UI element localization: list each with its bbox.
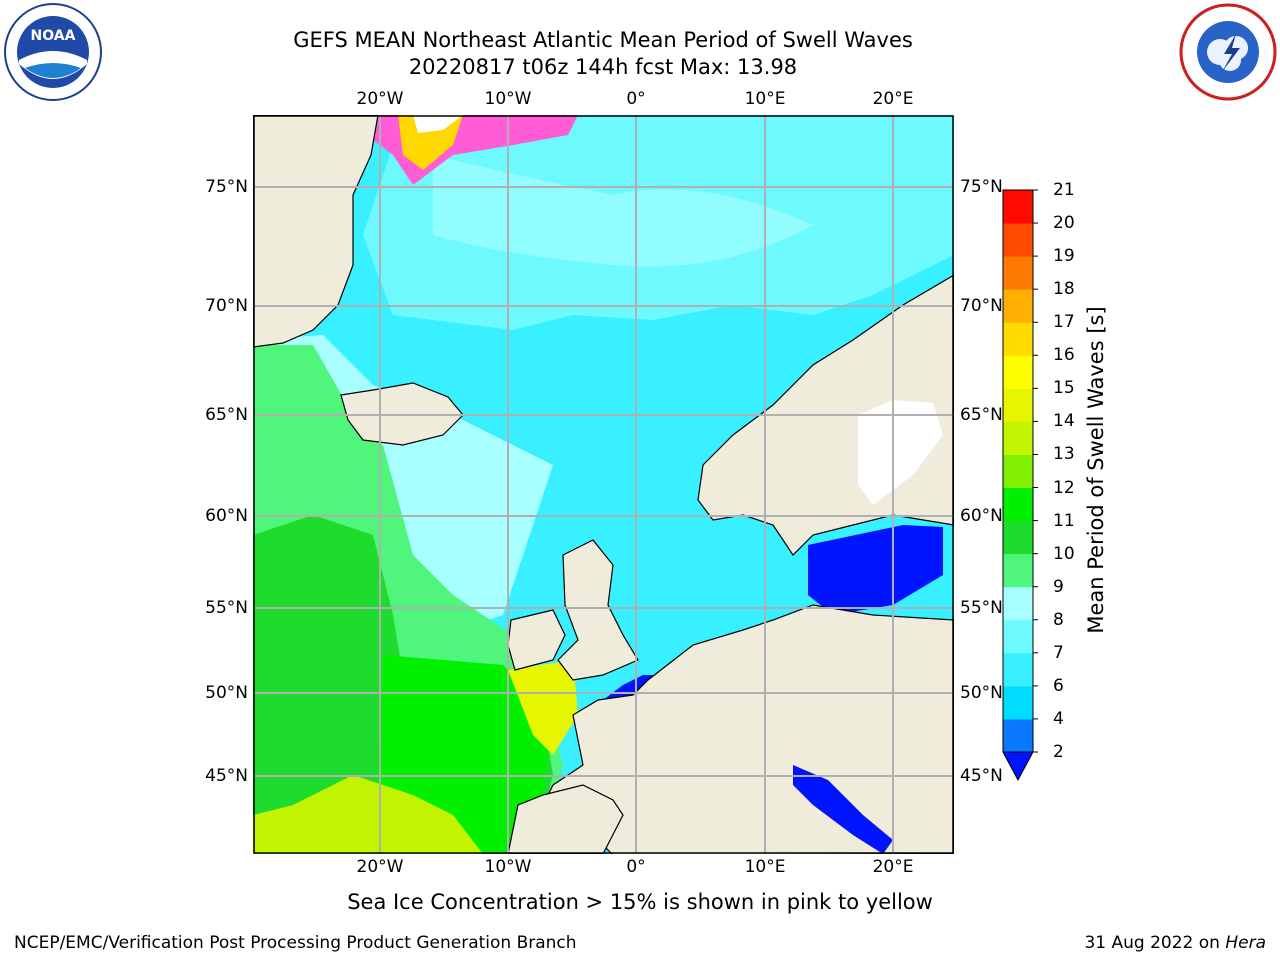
colorbar-tick-label: 17 — [1053, 312, 1075, 333]
colorbar-tick-label: 15 — [1053, 378, 1075, 399]
land-great-britain — [557, 539, 639, 681]
colorbar-segment — [1003, 388, 1033, 422]
field-sw-13s — [253, 775, 483, 854]
noaa-logo: NOAA — [3, 2, 103, 102]
colorbar — [1000, 188, 1040, 788]
lon-label-bottom: 10°W — [484, 857, 532, 877]
lat-label-right: 60°N — [960, 506, 1003, 526]
colorbar-segment — [1003, 586, 1033, 621]
lat-label-left: 50°N — [205, 683, 248, 703]
colorbar-segment — [1003, 619, 1033, 654]
colorbar-segment — [1003, 487, 1033, 522]
colorbar-segment — [1003, 553, 1033, 588]
swell-period-map — [252, 114, 955, 856]
colorbar-extend-min — [1002, 751, 1034, 782]
lat-label-left: 70°N — [205, 296, 248, 316]
map-frame — [253, 115, 954, 854]
lat-label-right: 50°N — [960, 683, 1003, 703]
colorbar-segment — [1003, 421, 1033, 455]
colorbar-tick-label: 11 — [1053, 510, 1075, 531]
lon-label-bottom: 20°E — [872, 857, 914, 877]
lon-label-top: 10°E — [744, 89, 786, 109]
field-north-9s — [433, 155, 813, 267]
field-adriatic-2s — [793, 765, 893, 854]
lon-label-top: 0° — [626, 89, 646, 109]
lat-label-right: 45°N — [960, 766, 1003, 786]
field-baltic-2s — [808, 525, 943, 615]
colorbar-segment — [1003, 652, 1033, 687]
colorbar-segment — [1003, 520, 1033, 555]
colorbar-tick-label: 19 — [1053, 246, 1075, 267]
map-subtitle: 20220817 t06z 144h fcst Max: 13.98 — [408, 55, 798, 79]
credit-right: 31 Aug 2022 on Hera — [1084, 933, 1266, 953]
graticule — [253, 115, 954, 854]
sea-ice-white — [413, 115, 463, 133]
credit-date: 31 Aug 2022 on — [1084, 933, 1226, 953]
colorbar-tick-label: 10 — [1053, 543, 1075, 564]
lat-label-right: 55°N — [960, 598, 1003, 618]
colorbar-segment — [1003, 454, 1033, 489]
lat-label-left: 55°N — [205, 598, 248, 618]
lat-label-right: 70°N — [960, 296, 1003, 316]
lat-label-left: 60°N — [205, 506, 248, 526]
sea-ice-yellow — [398, 115, 463, 170]
colorbar-segment — [1003, 685, 1033, 720]
colorbar-segment — [1003, 355, 1033, 389]
lat-label-right: 65°N — [960, 405, 1003, 425]
colorbar-tick-label: 18 — [1053, 279, 1075, 300]
colorbar-tick-label: 16 — [1053, 345, 1075, 366]
colorbar-tick-label: 6 — [1053, 675, 1064, 696]
lon-label-bottom: 10°E — [744, 857, 786, 877]
lon-label-bottom: 20°W — [356, 857, 404, 877]
colorbar-segment — [1003, 256, 1033, 290]
colorbar-segment — [1003, 322, 1033, 356]
noaa-logo-text: NOAA — [31, 28, 76, 44]
nws-logo — [1178, 2, 1278, 102]
lat-label-left: 65°N — [205, 405, 248, 425]
colorbar-tick-label: 21 — [1053, 180, 1075, 200]
land-iberia — [507, 784, 624, 855]
map-panel — [252, 114, 955, 856]
colorbar-tick-label: 14 — [1053, 411, 1075, 432]
colorbar-tick-label: 12 — [1053, 477, 1075, 498]
colorbar-tick-label: 2 — [1053, 742, 1064, 762]
colorbar-tick-label: 8 — [1053, 609, 1064, 630]
land-finland-missing — [858, 400, 943, 505]
land-continental-europe — [542, 604, 955, 856]
credit-left: NCEP/EMC/Verification Post Processing Pr… — [14, 933, 577, 953]
lon-label-top: 20°E — [872, 89, 914, 109]
colorbar-segment — [1003, 223, 1033, 257]
lon-label-top: 10°W — [484, 89, 532, 109]
colorbar-tick-label: 13 — [1053, 444, 1075, 465]
sea-ice-note: Sea Ice Concentration > 15% is shown in … — [347, 890, 933, 914]
lat-label-right: 75°N — [960, 177, 1003, 197]
colorbar-title: Mean Period of Swell Waves [s] — [1084, 306, 1108, 634]
colorbar-svg — [1002, 189, 1038, 782]
field-channel-14s — [508, 660, 578, 755]
colorbar-tick-label: 20 — [1053, 213, 1075, 234]
lon-label-bottom: 0° — [626, 857, 646, 877]
colorbar-frame — [1002, 189, 1034, 753]
colorbar-segment — [1003, 718, 1033, 753]
colorbar-tick-label: 4 — [1053, 708, 1064, 729]
lon-label-top: 20°W — [356, 89, 404, 109]
land-greenland — [252, 114, 379, 348]
credit-machine: Hera — [1225, 933, 1266, 953]
colorbar-segment — [1003, 190, 1033, 224]
colorbar-tick-label: 9 — [1053, 576, 1064, 597]
map-title: GEFS MEAN Northeast Atlantic Mean Period… — [293, 28, 913, 52]
lat-label-left: 45°N — [205, 766, 248, 786]
colorbar-segment — [1003, 289, 1033, 323]
colorbar-tick-label: 7 — [1053, 642, 1064, 663]
lat-label-left: 75°N — [205, 177, 248, 197]
